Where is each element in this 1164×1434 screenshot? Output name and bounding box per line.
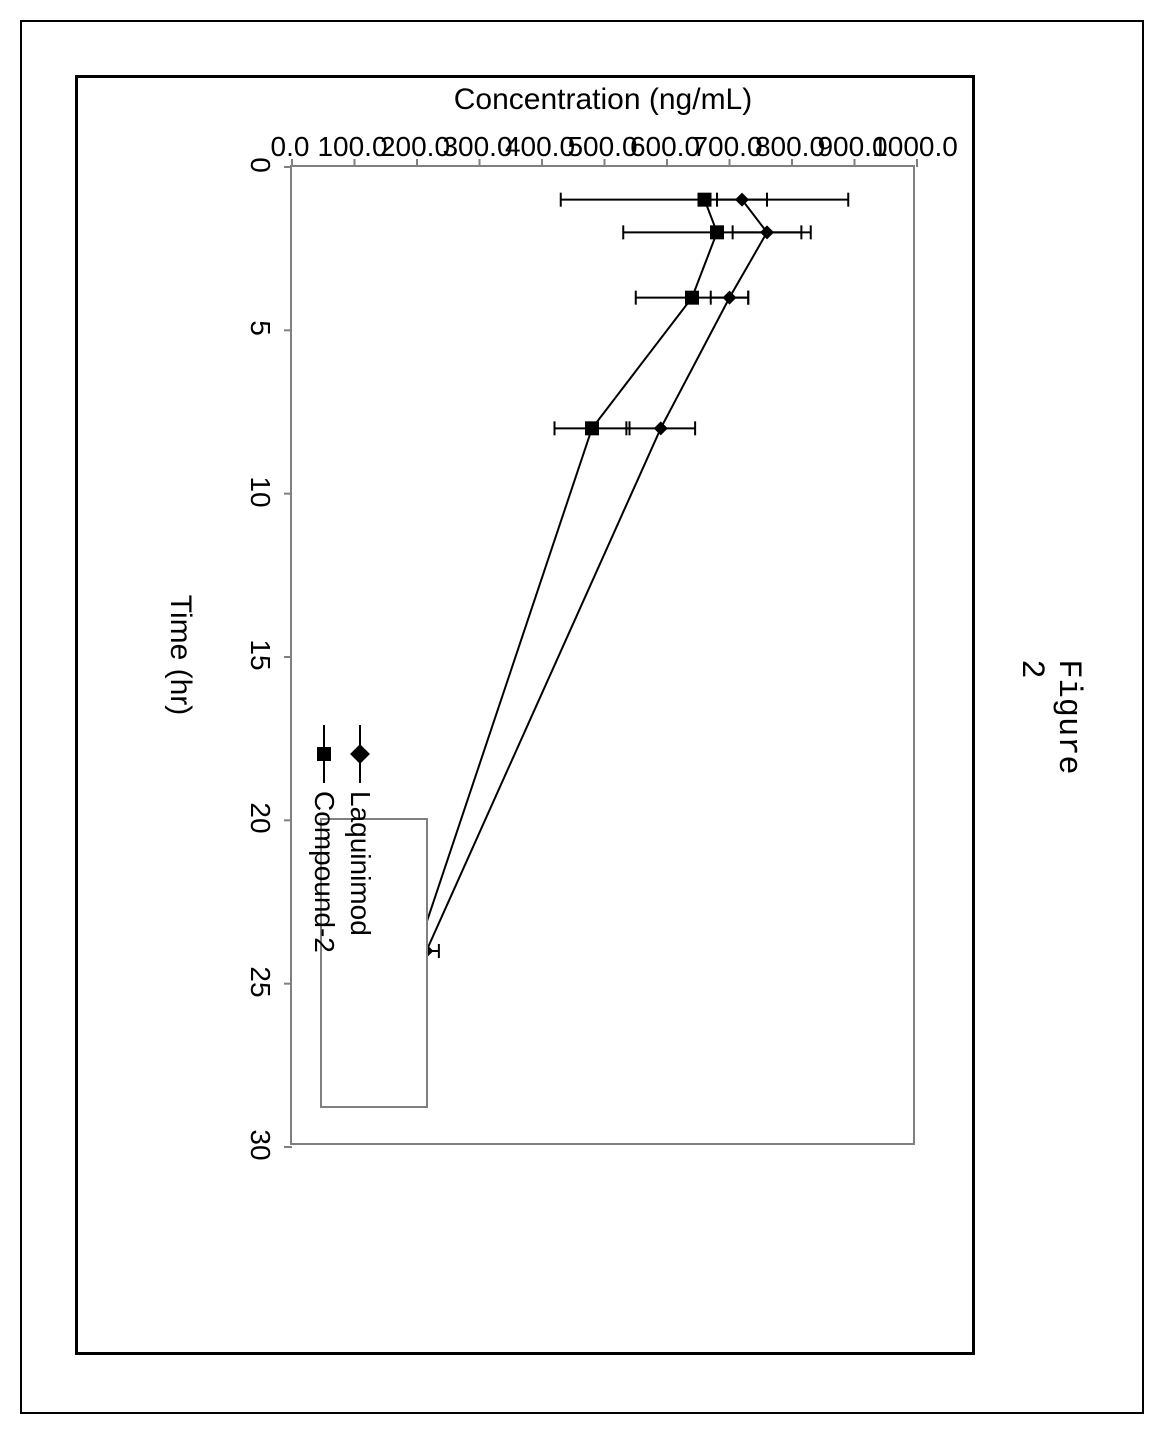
y-tick-label: 200.0 [380,131,450,163]
plot-area: Laquinimod Compound-2 [290,165,915,1145]
y-axis-title: Concentration (ng/mL) [454,83,752,117]
figure-caption: Figure 2 [1013,659,1087,774]
legend-label-0: Laquinimod [344,791,376,936]
x-tick-label: 15 [244,639,276,670]
x-tick-label: 30 [244,1129,276,1160]
y-tick-label: 400.0 [505,131,575,163]
y-tick-label: 700.0 [692,131,762,163]
y-tick-label: 1000.0 [872,131,958,163]
x-tick-label: 25 [244,966,276,997]
x-axis-title: Time (hr) [163,595,197,716]
y-tick-label: 100.0 [317,131,387,163]
x-tick-label: 20 [244,803,276,834]
legend-item-compound2: Compound-2 [308,725,340,965]
y-tick-label: 0.0 [271,131,310,163]
y-tick-label: 300.0 [442,131,512,163]
x-tick-label: 5 [244,321,276,337]
legend-item-laquinimod: Laquinimod [344,725,376,965]
legend-label-1: Compound-2 [308,791,340,953]
legend-marker-square [309,725,339,783]
x-tick-label: 10 [244,476,276,507]
legend: Laquinimod Compound-2 [320,818,428,1108]
legend-marker-diamond [345,725,375,783]
y-tick-label: 800.0 [755,131,825,163]
y-tick-label: 500.0 [567,131,637,163]
y-tick-label: 600.0 [630,131,700,163]
